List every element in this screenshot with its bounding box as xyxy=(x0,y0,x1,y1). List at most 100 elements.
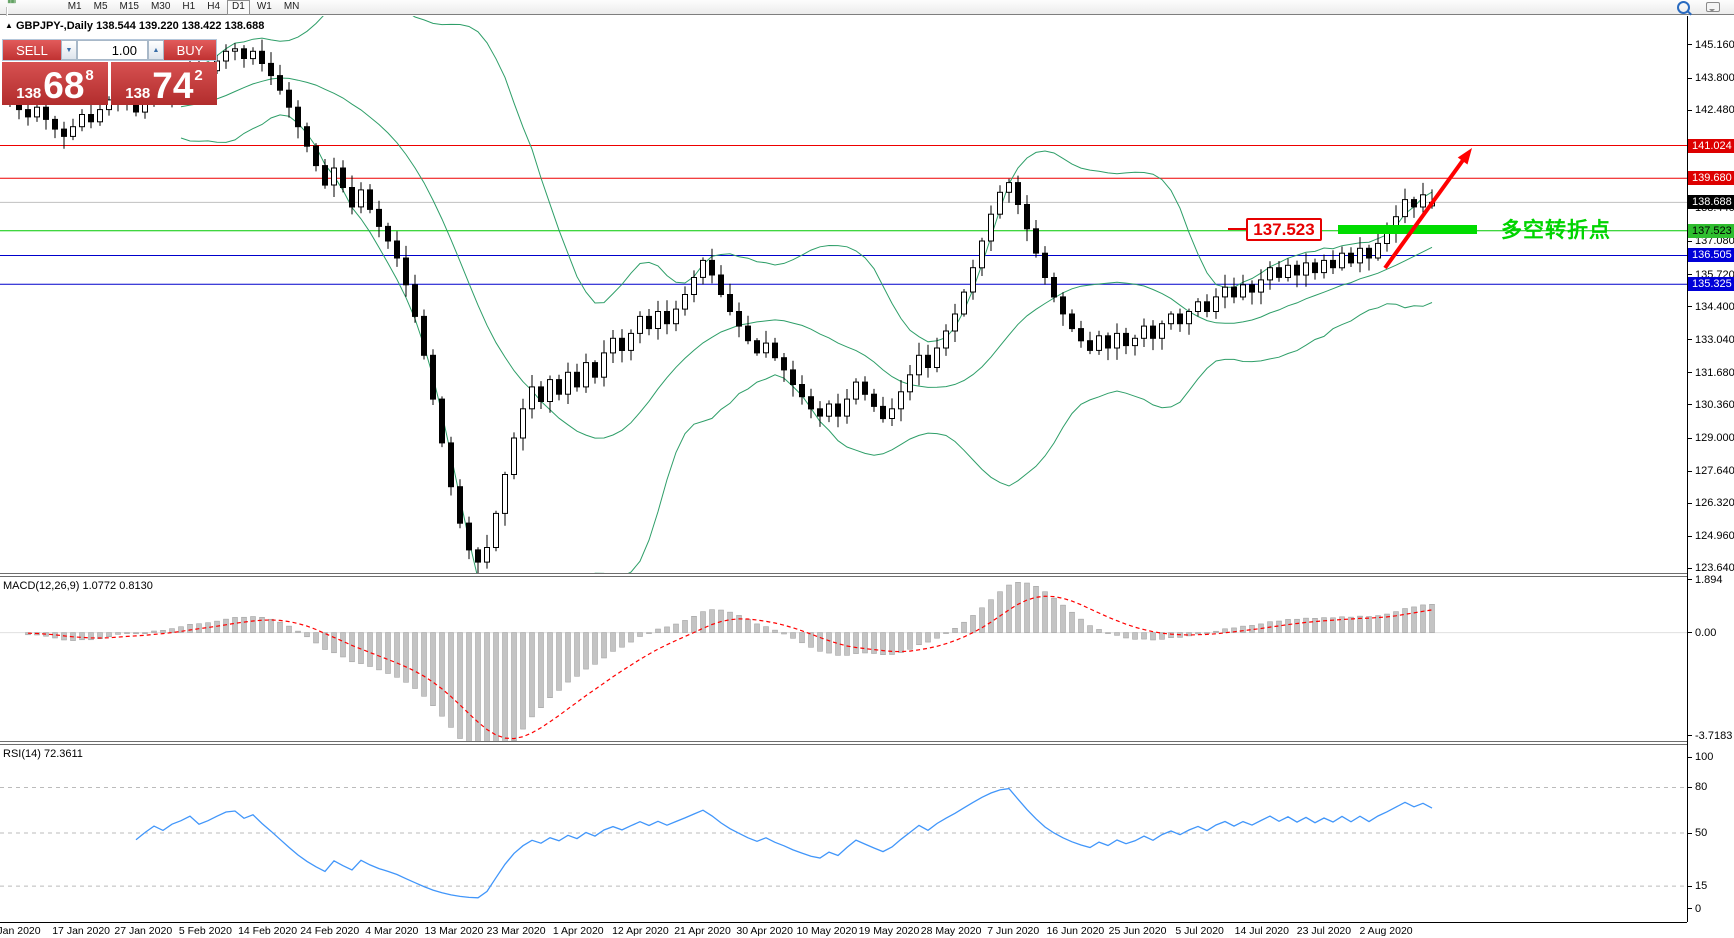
date-label: 24 Feb 2020 xyxy=(300,925,360,937)
date-label: 14 Jul 2020 xyxy=(1234,925,1289,937)
price-tick: 129.000 xyxy=(1688,432,1734,445)
date-label: 16 Jun 2020 xyxy=(1046,925,1105,937)
date-label: 1 Apr 2020 xyxy=(552,925,604,937)
symbol-name: GBPJPY-,Daily xyxy=(15,20,94,32)
price-tick: 130.360 xyxy=(1688,398,1734,411)
price-tick: 123.640 xyxy=(1688,562,1734,575)
date-label: 23 Mar 2020 xyxy=(486,925,546,937)
date-label: 12 Apr 2020 xyxy=(612,925,669,937)
timeframe-h1-button[interactable]: H1 xyxy=(182,0,196,12)
price-tick: 137.080 xyxy=(1688,235,1734,248)
date-label: 17 Jan 2020 xyxy=(52,925,111,937)
volume-decrease-stepper[interactable]: ▼ xyxy=(61,40,77,60)
volume-input[interactable] xyxy=(77,40,148,60)
panel-splitter-rsi[interactable] xyxy=(0,741,1734,745)
price-level-badge: 139.680 xyxy=(1688,171,1734,186)
timeframe-w1-button[interactable]: W1 xyxy=(256,0,272,12)
timeframe-d1-button[interactable]: D1 xyxy=(227,0,250,15)
rsi-tick: 100 xyxy=(1688,751,1713,764)
macd-tick: 0.00 xyxy=(1688,626,1716,639)
macd-label: MACD(12,26,9) 1.0772 0.8130 xyxy=(3,580,153,592)
price-tick: 134.400 xyxy=(1688,300,1734,313)
price-tick: 131.680 xyxy=(1688,366,1734,379)
rsi-tick: 50 xyxy=(1688,827,1707,840)
ohlc-close: 138.688 xyxy=(224,20,265,32)
price-tick: 126.320 xyxy=(1688,497,1734,510)
ohlc-high: 139.220 xyxy=(138,20,179,32)
buy-price-main: 74 xyxy=(152,64,194,106)
timeframe-m30-button[interactable]: M30 xyxy=(150,0,171,12)
date-label: 5 Jul 2020 xyxy=(1175,925,1224,937)
macd-signal-value: 0.8130 xyxy=(119,580,153,592)
panel-splitter-macd[interactable] xyxy=(0,573,1734,577)
time-axis[interactable]: Jan 2020 17 Jan 2020 27 Jan 2020 5 Feb 2020… xyxy=(0,922,1687,938)
annotation-price-callout[interactable]: 137.523 xyxy=(1246,218,1322,241)
buy-price-pip: 2 xyxy=(194,67,203,84)
price-tick: 133.040 xyxy=(1688,333,1734,346)
date-label: 2 Aug 2020 xyxy=(1359,925,1413,937)
macd-indicator-area[interactable] xyxy=(0,577,1687,760)
buy-price-button[interactable]: 138 74 2 xyxy=(111,62,217,105)
price-tick: 127.640 xyxy=(1688,465,1734,478)
date-label: 28 May 2020 xyxy=(920,925,982,937)
symbol-triangle-icon: ▲ xyxy=(5,21,13,30)
price-level-badge: 137.523 xyxy=(1688,223,1734,238)
ohlc-low: 138.422 xyxy=(181,20,222,32)
timeframe-m1-button[interactable]: M1 xyxy=(67,0,82,12)
sell-price-button[interactable]: 138 68 8 xyxy=(2,62,108,105)
macd-tick: 1.894 xyxy=(1688,573,1723,586)
rsi-tick: 80 xyxy=(1688,781,1707,794)
one-click-trading-panel: SELL ▼ ▲ BUY 138 68 8 138 74 2 xyxy=(2,39,217,105)
price-chart-area[interactable] xyxy=(0,0,1687,639)
price-tick: 142.480 xyxy=(1688,104,1734,117)
volume-increase-stepper[interactable]: ▲ xyxy=(148,40,164,60)
sell-price-base: 138 xyxy=(16,85,42,102)
timeframe-h4-button[interactable]: H4 xyxy=(207,0,221,12)
buy-button[interactable]: BUY xyxy=(164,40,216,60)
timeframe-m15-button[interactable]: M15 xyxy=(119,0,139,12)
macd-tick: -3.7183 xyxy=(1688,729,1732,742)
price-tick: 124.960 xyxy=(1688,530,1734,543)
price-tick: 143.800 xyxy=(1688,72,1734,85)
rsi-tick: 0 xyxy=(1688,902,1701,915)
price-tick: 145.160 xyxy=(1688,38,1734,51)
annotation-note-text[interactable]: 多空转折点 xyxy=(1501,219,1611,242)
symbol-ohlc-line: ▲ GBPJPY-,Daily 138.544 139.220 138.422 … xyxy=(5,20,264,32)
date-label: 4 Mar 2020 xyxy=(365,925,419,937)
price-level-badge: 136.505 xyxy=(1688,248,1734,263)
price-level-badge: 135.325 xyxy=(1688,277,1734,292)
date-label: 10 May 2020 xyxy=(796,925,858,937)
date-label: 13 Mar 2020 xyxy=(424,925,484,937)
tile-windows-icon: ▦ xyxy=(7,0,16,6)
price-level-badge: 138.688 xyxy=(1688,195,1734,210)
timeframe-m5-button[interactable]: M5 xyxy=(93,0,108,12)
macd-main-value: 1.0772 xyxy=(82,580,117,592)
top-toolbar: ▦▧✚新订单⬟☁◎▶自动交易╫▮≈⊕⊖▦✛▼◷▼▤▼↖┼│─╱▨E≣FAT◢▼ … xyxy=(0,0,1734,235)
tile-windows-icon[interactable]: ▦ xyxy=(3,0,62,7)
chat-icon[interactable] xyxy=(1702,0,1724,15)
date-label: 5 Feb 2020 xyxy=(178,925,232,937)
buy-price-base: 138 xyxy=(125,85,151,102)
sell-price-main: 68 xyxy=(43,64,85,106)
date-label: 19 May 2020 xyxy=(858,925,920,937)
date-label: 30 Apr 2020 xyxy=(736,925,793,937)
price-axis[interactable]: 145.160143.800142.480138.440137.080135.7… xyxy=(1687,16,1734,922)
timeframe-mn-button[interactable]: MN xyxy=(283,0,300,12)
search-icon[interactable] xyxy=(1673,0,1694,15)
rsi-tick: 15 xyxy=(1688,880,1707,893)
date-label: 21 Apr 2020 xyxy=(674,925,731,937)
ohlc-open: 138.544 xyxy=(96,20,136,32)
date-label: 14 Feb 2020 xyxy=(238,925,298,937)
date-label: 23 Jul 2020 xyxy=(1296,925,1352,937)
date-label: 27 Jan 2020 xyxy=(114,925,173,937)
sell-button[interactable]: SELL xyxy=(3,40,61,60)
date-label: 7 Jun 2020 xyxy=(987,925,1040,937)
date-label: 25 Jun 2020 xyxy=(1108,925,1167,937)
rsi-value: 72.3611 xyxy=(43,748,83,760)
price-level-badge: 141.024 xyxy=(1688,138,1734,153)
rsi-indicator-area[interactable] xyxy=(0,745,1687,921)
sell-price-pip: 8 xyxy=(85,67,94,84)
rsi-label: RSI(14) 72.3611 xyxy=(3,748,83,760)
date-label: Jan 2020 xyxy=(0,925,41,937)
